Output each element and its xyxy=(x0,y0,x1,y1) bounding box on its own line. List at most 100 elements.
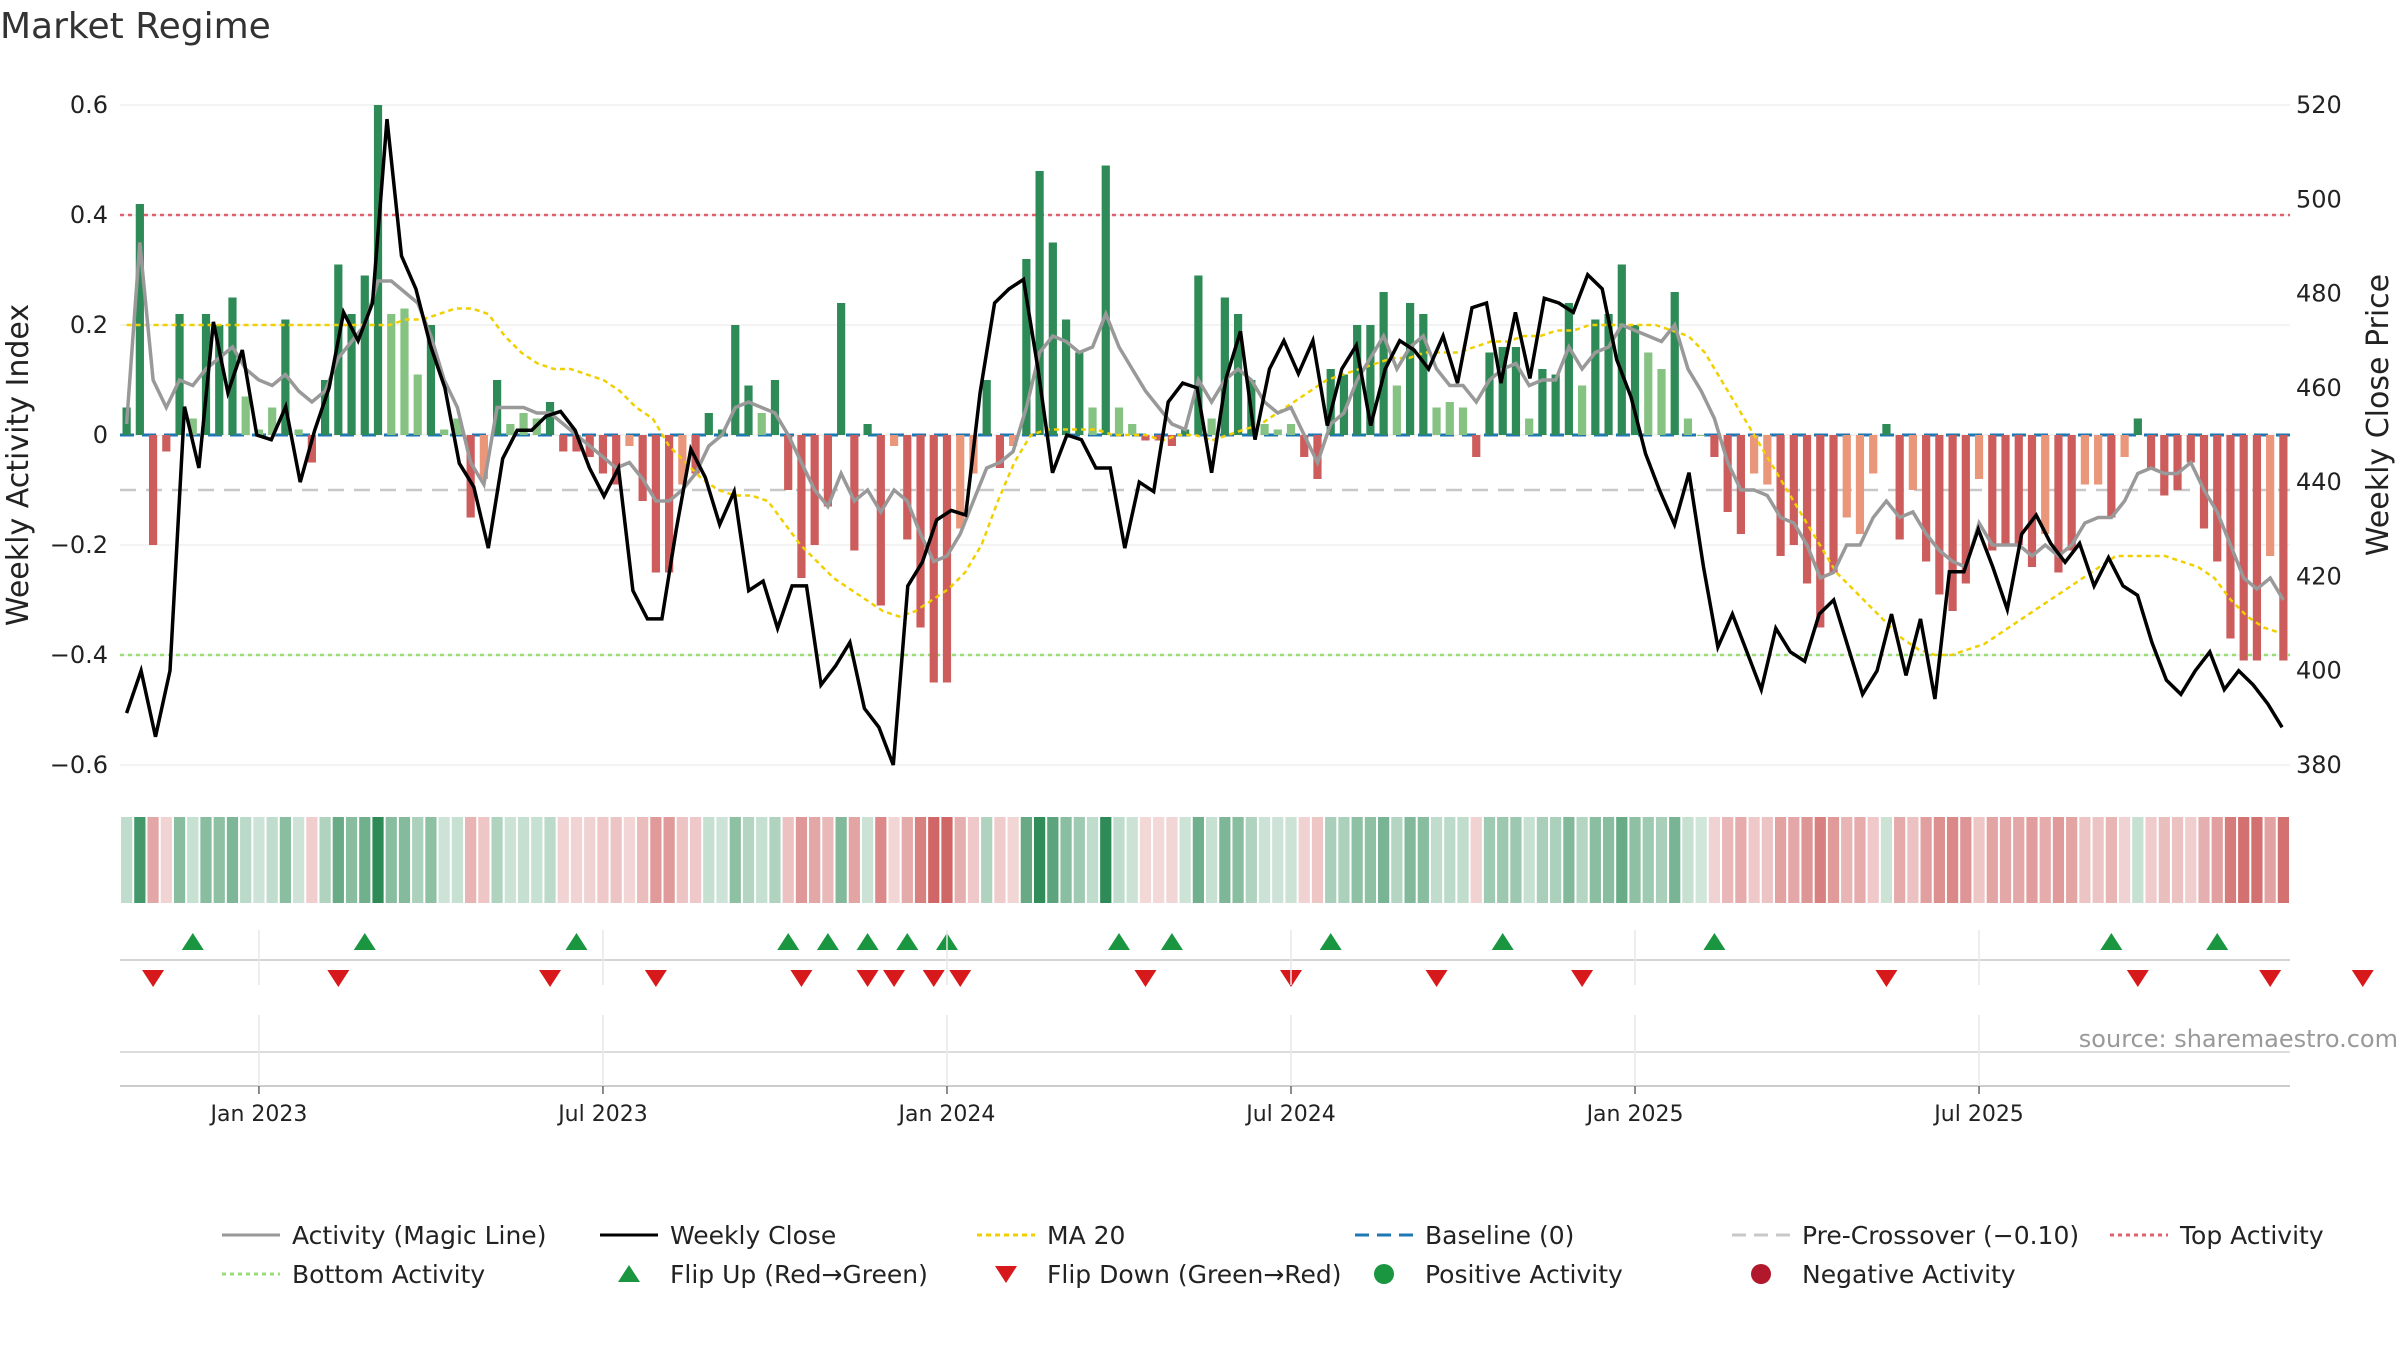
x-tick-label: Jan 2024 xyxy=(897,1102,996,1127)
heat-cell xyxy=(1351,817,1363,903)
activity-bar xyxy=(823,435,832,507)
heat-cell xyxy=(359,817,371,903)
activity-bar xyxy=(1657,369,1666,435)
activity-bar xyxy=(1194,275,1203,435)
legend-item-baseline: Baseline (0) xyxy=(1355,1221,1574,1250)
legend-dot-icon xyxy=(1751,1264,1771,1284)
heat-cell xyxy=(187,817,199,903)
heat-cell xyxy=(809,817,821,903)
activity-bar xyxy=(1855,435,1865,534)
activity-bar xyxy=(1551,374,1560,435)
activity-bar xyxy=(1181,429,1190,435)
activity-bar xyxy=(1869,435,1878,474)
legend-label: Pre-Crossover (−0.10) xyxy=(1802,1221,2079,1250)
heat-cell xyxy=(1126,817,1138,903)
heat-cell xyxy=(226,817,239,903)
heat-cell xyxy=(1894,817,1906,903)
heat-cell xyxy=(875,817,887,903)
heat-cell xyxy=(465,817,477,903)
y-right-tick-label: 520 xyxy=(2296,91,2342,119)
heat-cell xyxy=(1973,817,1985,903)
heat-cell xyxy=(663,817,675,903)
legend-item-activity: Activity (Magic Line) xyxy=(222,1221,546,1250)
activity-bar xyxy=(1617,264,1626,435)
activity-bar xyxy=(850,435,859,551)
heat-cell xyxy=(584,817,596,903)
activity-bar xyxy=(1578,385,1587,435)
legend-dot-icon xyxy=(1374,1264,1394,1284)
heat-cell xyxy=(1827,817,1840,903)
heat-cell xyxy=(1774,817,1787,903)
y-right-tick-label: 500 xyxy=(2296,185,2342,213)
heat-cell xyxy=(1761,817,1773,903)
heat-cell xyxy=(2264,817,2276,903)
activity-bar xyxy=(1763,435,1772,485)
legend-flip-up-icon xyxy=(618,1265,640,1282)
activity-bar xyxy=(1485,352,1494,435)
activity-bar xyxy=(2027,435,2037,567)
activity-bar xyxy=(307,435,316,463)
flip-up-marker xyxy=(816,933,839,950)
heat-cell xyxy=(1867,817,1879,903)
weekly-close-line xyxy=(124,118,2284,766)
activity-bar xyxy=(1922,435,1931,562)
activity-bar xyxy=(1988,435,1997,551)
activity-bar xyxy=(254,429,264,435)
heat-cell xyxy=(412,817,424,903)
y-right-tick-label: 420 xyxy=(2296,562,2342,590)
activity-bar xyxy=(1128,424,1137,435)
heat-cell xyxy=(1391,817,1403,903)
legend-label: Bottom Activity xyxy=(292,1260,485,1289)
flip-up-marker xyxy=(1491,933,1514,950)
activity-bar xyxy=(982,380,991,435)
heat-cell xyxy=(1153,817,1165,903)
activity-bar xyxy=(545,402,555,435)
flip-up-marker xyxy=(2100,933,2123,950)
activity-bar xyxy=(1882,424,1891,435)
activity-bar xyxy=(1286,424,1296,435)
activity-bar xyxy=(2266,435,2275,556)
activity-bar xyxy=(466,435,475,518)
flip-down-marker xyxy=(2259,970,2282,987)
activity-bar xyxy=(2213,435,2222,562)
activity-bar xyxy=(837,303,846,435)
heat-cell xyxy=(1364,817,1377,903)
heat-cell xyxy=(1801,817,1813,903)
heat-cell xyxy=(293,817,305,903)
activity-bar xyxy=(1525,418,1534,435)
heat-cell xyxy=(782,817,794,903)
y-left-tick-label: −0.4 xyxy=(50,641,108,669)
y-right-tick-label: 480 xyxy=(2296,280,2342,308)
activity-bar xyxy=(1101,165,1110,435)
y-right-tick-label: 380 xyxy=(2296,751,2342,779)
flip-up-marker xyxy=(1703,933,1726,950)
heat-cell xyxy=(2052,817,2065,903)
heat-cell xyxy=(1695,817,1707,903)
y-left-tick-label: 0.2 xyxy=(70,311,108,339)
activity-bar xyxy=(228,297,237,435)
x-tick-label: Jan 2023 xyxy=(208,1102,307,1127)
activity-bar xyxy=(1829,435,1838,573)
heat-cell xyxy=(1100,817,1112,903)
activity-bar xyxy=(1538,369,1547,435)
activity-bar xyxy=(1009,435,1018,446)
activity-bar xyxy=(1908,435,1917,490)
activity-bar xyxy=(651,435,660,573)
activity-bar xyxy=(2014,435,2023,545)
heat-cell xyxy=(557,817,569,903)
activity-bar xyxy=(2080,435,2090,485)
activity-bar xyxy=(2054,435,2063,573)
heat-cell xyxy=(1999,817,2012,903)
activity-bar xyxy=(148,435,158,545)
activity-bar xyxy=(1300,435,1309,457)
activity-bar xyxy=(1683,418,1693,435)
activity-bar xyxy=(876,435,885,606)
heat-cell xyxy=(2066,817,2078,903)
heat-cell xyxy=(703,817,715,903)
y-left-tick-label: 0.6 xyxy=(70,91,108,119)
heat-cell xyxy=(200,817,212,903)
heat-cell xyxy=(1669,817,1681,903)
activity-bar xyxy=(2107,435,2116,518)
y-right-tick-label: 440 xyxy=(2296,468,2342,496)
heat-cell xyxy=(2185,817,2197,903)
